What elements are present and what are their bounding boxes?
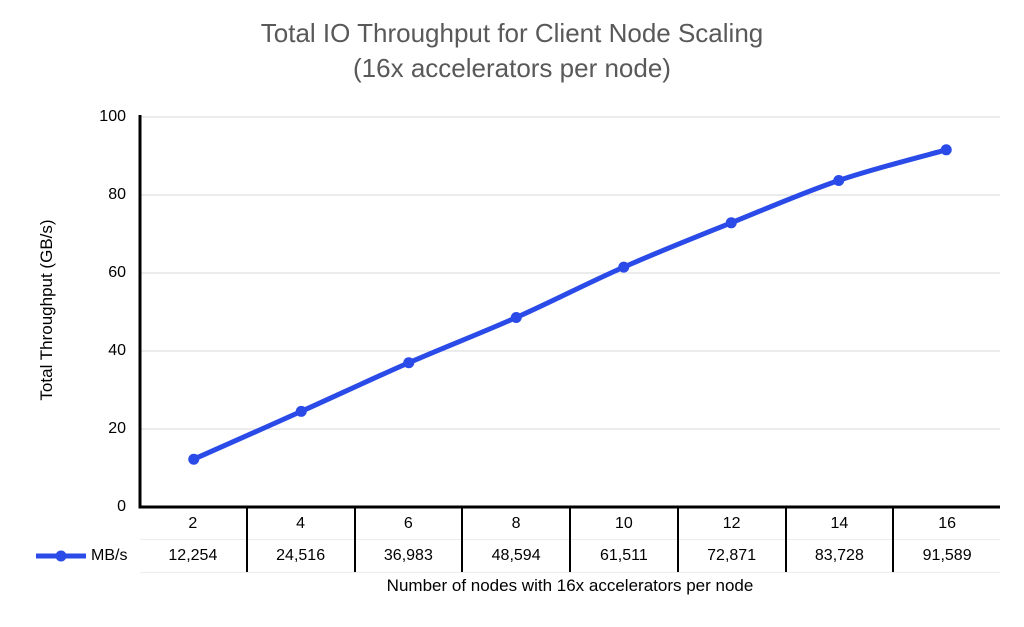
data-point-marker <box>618 261 630 273</box>
table-column: 4 24,516 <box>245 508 354 572</box>
data-point-marker <box>940 144 952 156</box>
x-category-label: 4 <box>247 508 354 540</box>
table-column: 16 91,589 <box>892 508 1000 572</box>
chart-title-line2: (16x accelerators per node) <box>353 53 671 83</box>
table-value: 48,594 <box>491 547 541 564</box>
x-category-label: 12 <box>678 508 785 540</box>
chart-title: Total IO Throughput for Client Node Scal… <box>0 16 1024 86</box>
table-column: 14 83,728 <box>784 508 893 572</box>
x-category-label: 2 <box>140 508 246 540</box>
y-tick-label: 100 <box>99 108 126 125</box>
table-value: 12,254 <box>168 547 218 564</box>
x-category-label: 6 <box>355 508 462 540</box>
table-value: 72,871 <box>707 547 757 564</box>
data-point-marker <box>725 217 737 229</box>
x-category-label: 14 <box>786 508 893 540</box>
data-table: 2 12,254 4 24,516 6 36,983 8 48,594 10 61,511 12 72… <box>140 508 1000 573</box>
legend: MB/s <box>34 540 138 572</box>
table-column: 2 12,254 <box>140 508 246 572</box>
data-point-marker <box>833 174 845 186</box>
data-table-columns: 2 12,254 4 24,516 6 36,983 8 48,594 10 61,511 12 72… <box>140 508 1000 572</box>
x-category-label: 8 <box>463 508 569 540</box>
data-point-marker <box>295 405 307 417</box>
y-tick-label: 20 <box>108 420 126 437</box>
table-column: 10 61,511 <box>569 508 677 572</box>
series-marker-icon <box>36 550 86 562</box>
data-point-marker <box>510 311 522 323</box>
data-point-marker <box>188 453 200 465</box>
table-column: 12 72,871 <box>676 508 785 572</box>
y-tick-label: 40 <box>108 342 126 359</box>
chart-title-line1: Total IO Throughput for Client Node Scal… <box>260 18 764 48</box>
y-tick-label: 60 <box>108 264 126 281</box>
table-value: 61,511 <box>600 547 648 564</box>
table-value: 36,983 <box>383 547 433 564</box>
y-tick-label: 80 <box>108 186 126 203</box>
x-category-label: 16 <box>894 508 1000 540</box>
data-point-marker <box>403 357 415 369</box>
table-column: 6 36,983 <box>353 508 462 572</box>
x-axis-title: Number of nodes with 16x accelerators pe… <box>386 576 754 595</box>
table-value: 24,516 <box>276 547 326 564</box>
series-line <box>191 147 949 462</box>
table-column: 8 48,594 <box>461 508 569 572</box>
series-name: MB/s <box>91 547 128 564</box>
table-value: 83,728 <box>814 547 864 564</box>
table-value: 91,589 <box>922 547 972 564</box>
x-category-label: 10 <box>571 508 677 540</box>
y-tick-label: 0 <box>117 498 126 515</box>
